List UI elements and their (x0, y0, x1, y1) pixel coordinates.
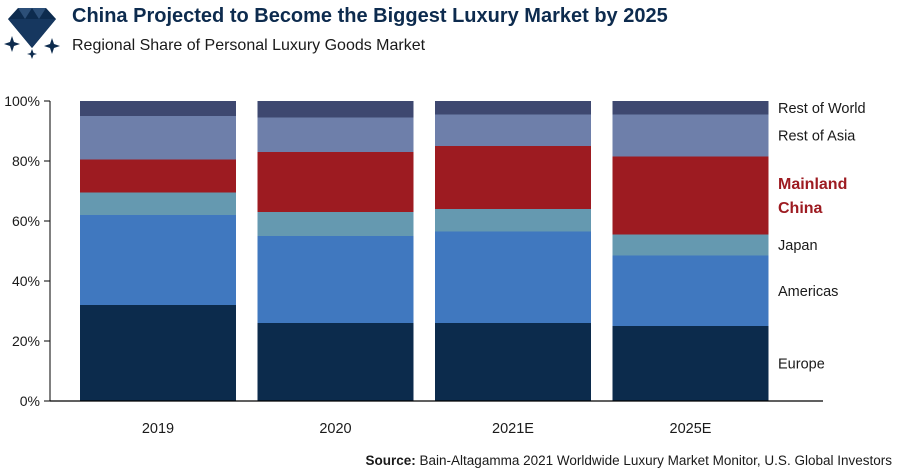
bar-segment (435, 209, 591, 232)
y-tick-label: 0% (20, 393, 40, 409)
bar-segment (435, 231, 591, 323)
diamond-sparkle-icon (4, 8, 60, 59)
bar-segment (80, 159, 236, 193)
y-tick-label: 60% (12, 213, 40, 229)
bar-segment (257, 152, 414, 212)
bar-segment (435, 323, 591, 401)
bar-segment (257, 236, 414, 323)
bar-segment (80, 192, 236, 215)
y-tick-label: 20% (12, 333, 40, 349)
series-label: Rest of Asia (778, 129, 856, 145)
bar-segment (612, 255, 769, 326)
bar-segment (612, 326, 769, 401)
bar-segment (257, 323, 414, 401)
bar-segment (435, 101, 591, 115)
series-label: Rest of World (778, 101, 866, 117)
chart-subtitle: Regional Share of Personal Luxury Goods … (72, 37, 426, 54)
x-tick-label: 2025E (670, 421, 712, 437)
bar-segment (612, 114, 769, 157)
x-tick-label: 2019 (142, 421, 174, 437)
bar-segment (80, 215, 236, 305)
bar-segment (435, 146, 591, 209)
y-tick-label: 80% (12, 153, 40, 169)
bar-segment (80, 101, 236, 116)
bar-segment (612, 101, 769, 115)
x-tick-label: 2021E (492, 421, 534, 437)
y-tick-label: 40% (12, 273, 40, 289)
bar-segment (435, 114, 591, 146)
series-label: Mainland China (778, 176, 847, 217)
source-note: Source: Bain-Altagamma 2021 Worldwide Lu… (366, 453, 892, 468)
series-label: Europe (778, 357, 825, 373)
x-tick-label: 2020 (319, 421, 351, 437)
bar-segment (257, 117, 414, 152)
bar-segment (257, 101, 414, 118)
bar-segment (80, 116, 236, 160)
source-label: Source: (365, 453, 416, 468)
series-label: Japan (778, 238, 818, 254)
chart-title: China Projected to Become the Biggest Lu… (72, 5, 668, 27)
series-label: Americas (778, 284, 838, 300)
bar-segment (257, 212, 414, 236)
bar-segment (612, 156, 769, 235)
bar-segment (80, 305, 236, 401)
y-tick-label: 100% (4, 93, 40, 109)
source-text: Bain-Altagamma 2021 Worldwide Luxury Mar… (415, 453, 892, 468)
bar-segment (612, 234, 769, 256)
